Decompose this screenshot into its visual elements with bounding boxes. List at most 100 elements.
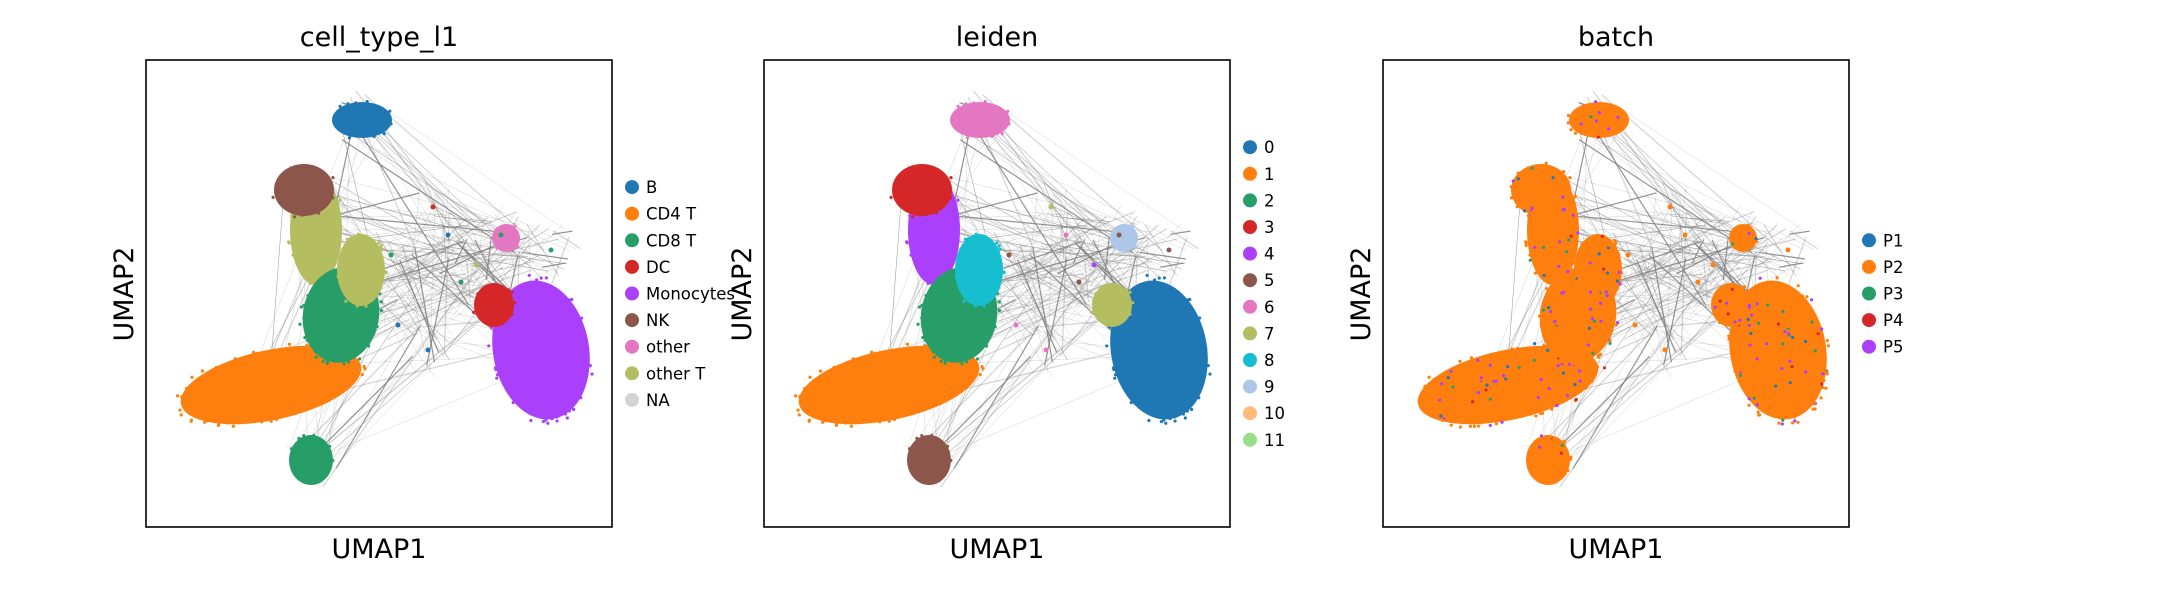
cell-point [1174, 362, 1178, 366]
cell-point [999, 121, 1003, 125]
cell-point [1811, 380, 1815, 384]
cell-point [1131, 224, 1135, 228]
graph-edge [402, 244, 427, 359]
cell-point [254, 383, 258, 387]
cell-point [1174, 321, 1178, 326]
graph-edge [1789, 230, 1818, 250]
cell-point [359, 105, 364, 109]
cell-point [861, 369, 865, 373]
cell-point [318, 232, 322, 236]
cell-point [916, 472, 921, 476]
cell-point [1564, 227, 1568, 231]
graph-edge [450, 219, 487, 297]
cell-point [182, 403, 186, 407]
legend-label: NA [646, 391, 670, 410]
cell-point [569, 327, 573, 331]
cell-point [1158, 341, 1162, 345]
cell-point [1161, 374, 1165, 378]
cell-point [1043, 347, 1049, 353]
cell-point [325, 214, 329, 218]
cell-point [379, 115, 384, 119]
cell-point [916, 232, 920, 236]
cell-point [561, 349, 565, 353]
graph-edge [388, 193, 440, 304]
cell-point [513, 346, 517, 350]
cell-point [1576, 231, 1580, 235]
graph-edge [994, 274, 1084, 283]
cell-point [1094, 292, 1098, 296]
cell-point [995, 241, 999, 245]
cell-point [361, 263, 365, 267]
cell-point [910, 215, 915, 219]
cell-point [1165, 316, 1169, 320]
cell-point [1135, 355, 1140, 359]
cell-point [1591, 375, 1595, 379]
legend-label: 5 [1264, 271, 1275, 290]
cell-point [1538, 409, 1543, 413]
graph-edge [1627, 112, 1802, 230]
graph-edge [944, 192, 1113, 240]
cell-point [558, 390, 563, 394]
cell-point [1494, 379, 1498, 383]
cell-point [990, 293, 994, 297]
cell-point [1114, 321, 1118, 326]
cell-point [333, 221, 337, 225]
cell-point [1476, 424, 1481, 428]
cell-point [1503, 394, 1507, 398]
cell-point [1774, 384, 1778, 388]
cell-point [1777, 421, 1781, 425]
cell-point [1791, 398, 1795, 403]
cell-point [295, 209, 299, 213]
legend-marker [1243, 353, 1257, 367]
cell-point [562, 358, 566, 362]
graph-edge [1703, 261, 1708, 302]
cell-point [379, 308, 383, 313]
cell-point [237, 371, 241, 375]
cell-point [1545, 188, 1549, 192]
cell-point [548, 288, 552, 292]
cell-point [1156, 329, 1160, 333]
cell-point [1804, 343, 1809, 347]
cell-point [1013, 322, 1019, 328]
cell-point [1545, 287, 1549, 291]
cell-point [1546, 258, 1550, 262]
cell-point [1530, 217, 1534, 221]
cell-point [281, 370, 285, 374]
graph-edge [1613, 274, 1703, 283]
cell-point [1186, 338, 1190, 343]
cell-point [914, 245, 918, 250]
cell-point [238, 385, 242, 390]
cell-point [944, 226, 948, 230]
graph-edge [359, 142, 554, 277]
cell-point [583, 337, 587, 342]
cell-point [1784, 393, 1788, 398]
cell-point [913, 215, 917, 219]
cell-point [1814, 327, 1819, 331]
graph-edge [379, 278, 448, 341]
cell-point [838, 391, 842, 395]
cell-point [1667, 204, 1673, 210]
cell-point [301, 245, 305, 249]
cell-point [290, 214, 294, 218]
cell-point [249, 401, 254, 405]
cell-point [347, 136, 352, 140]
cell-point [1147, 353, 1151, 357]
cell-point [916, 403, 920, 407]
cell-point [1586, 120, 1590, 125]
cell-point [318, 192, 322, 196]
cell-point [330, 291, 334, 295]
cell-point [958, 266, 963, 270]
cell-point [955, 243, 959, 247]
graph-edge [1064, 261, 1138, 268]
cell-point [1610, 264, 1614, 268]
cell-point [914, 346, 918, 350]
cell-point [226, 389, 230, 393]
cell-point [926, 440, 930, 444]
cell-point [358, 292, 362, 296]
cell-point [930, 433, 934, 438]
cell-point [538, 393, 543, 398]
cell-point [1749, 331, 1753, 335]
cell-point [310, 246, 315, 251]
cell-point [1736, 351, 1740, 355]
